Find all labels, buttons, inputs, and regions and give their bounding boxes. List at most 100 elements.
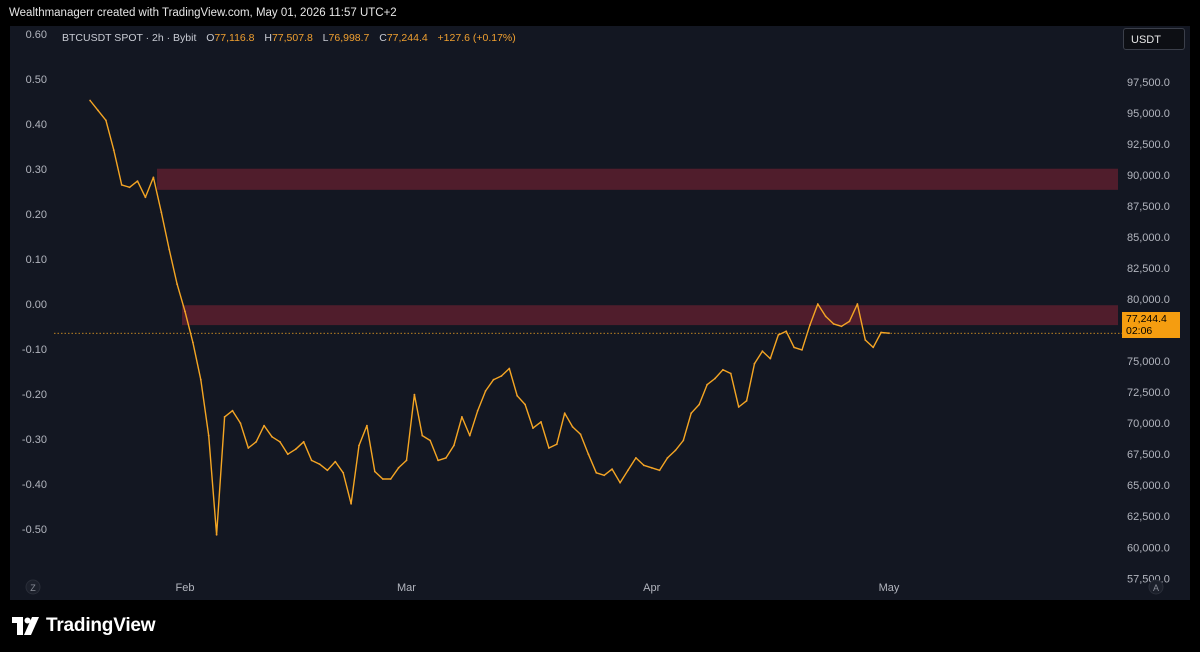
ohlc-legend: BTCUSDT SPOT · 2h · Bybit O77,116.8 H77,… [62, 32, 516, 44]
left-axis: 0.60 0.50 0.40 0.30 0.20 0.10 0.00 -0.10 -0.20 -0… [22, 29, 47, 536]
low-value: 76,998.7 [328, 32, 370, 44]
price-point [168, 248, 171, 251]
price-point [595, 471, 598, 474]
y-tick-label: 97,500.0 [1127, 77, 1170, 89]
x-tick-label: May [879, 582, 900, 594]
price-point [405, 459, 408, 462]
price-series-line [89, 100, 890, 536]
price-point [722, 368, 724, 371]
y2-tick-label: 0.10 [26, 254, 47, 266]
price-point [160, 211, 163, 214]
y2-tick-label: -0.10 [22, 344, 47, 356]
y-tick-label: 95,000.0 [1127, 108, 1170, 120]
price-point [279, 440, 281, 443]
price-point [801, 349, 803, 351]
corner-button-circle [25, 579, 41, 595]
y-tick-label: 72,500.0 [1127, 387, 1170, 399]
high-value: 77,507.8 [271, 32, 313, 44]
y-tick-label: 70,000.0 [1127, 418, 1170, 430]
price-point [761, 350, 764, 353]
y-tick-label: 75,000.0 [1127, 356, 1170, 368]
price-point [682, 439, 685, 442]
price-point [350, 502, 352, 505]
price-point [112, 149, 115, 151]
price-point [286, 453, 289, 456]
price-point [429, 439, 432, 442]
corner-button-label: A [1153, 583, 1159, 593]
y-tick-label: 57,500.0 [1127, 573, 1170, 585]
corner-button-circle [1148, 579, 1164, 595]
price-point [358, 444, 360, 447]
x-tick-label: Feb [176, 582, 195, 594]
y2-tick-label: -0.40 [22, 479, 47, 491]
price-point [207, 434, 210, 437]
price-point [674, 449, 677, 452]
price-point [239, 422, 242, 424]
price-point [611, 468, 613, 470]
price-point [366, 424, 368, 427]
corner-button-left[interactable]: Z [25, 579, 41, 595]
corner-button-right[interactable]: A [1148, 579, 1164, 595]
price-point [627, 469, 629, 472]
price-point [737, 406, 740, 408]
price-point [555, 443, 558, 446]
price-point [373, 470, 376, 473]
price-point [816, 303, 819, 305]
price-point [714, 377, 716, 380]
right-axis: 57,500.0 60,000.0 62,500.0 65,000.0 67,500.0… [1127, 77, 1170, 585]
price-point [524, 403, 526, 406]
price-point [706, 383, 708, 386]
symbol-label[interactable]: BTCUSDT SPOT · 2h · Bybit [62, 32, 197, 44]
price-point [397, 466, 400, 469]
x-tick-label: Apr [643, 582, 660, 594]
y2-tick-label: 0.20 [26, 209, 47, 221]
price-point [484, 390, 487, 392]
price-point [247, 447, 250, 449]
zone-2 [182, 305, 1118, 326]
price-point [120, 184, 123, 186]
price-point [389, 478, 392, 480]
price-point [468, 434, 471, 437]
price-point [421, 434, 424, 437]
price-point [310, 459, 313, 462]
y2-tick-label: -0.30 [22, 434, 47, 446]
price-point [461, 416, 463, 418]
price-point [437, 459, 439, 462]
price-point [97, 109, 99, 112]
y-tick-label: 92,500.0 [1127, 139, 1170, 151]
high-label: H [264, 32, 272, 44]
price-point [650, 466, 653, 469]
y-tick-label: 90,000.0 [1127, 170, 1170, 182]
price-point [571, 426, 574, 428]
tradingview-logo[interactable]: TradingView [12, 615, 156, 637]
price-point [271, 435, 273, 438]
currency-unit-button[interactable]: USDT [1123, 28, 1185, 50]
price-point [199, 378, 202, 381]
y2-tick-label: -0.50 [22, 524, 47, 536]
price-point [223, 416, 226, 418]
price-point [809, 324, 811, 326]
price-point [136, 180, 139, 183]
price-point [105, 119, 107, 122]
price-point [89, 99, 91, 102]
price-point [532, 427, 534, 429]
price-point [698, 403, 701, 406]
price-point [318, 463, 321, 465]
top-bar: Wealthmanagerr created with TradingView.… [0, 0, 1200, 26]
y-tick-label: 87,500.0 [1127, 201, 1170, 213]
price-point [888, 332, 890, 335]
price-point [579, 433, 582, 436]
current-price-label: 77,244.4 02:06 [1122, 312, 1180, 338]
y2-tick-label: 0.40 [26, 119, 47, 131]
price-chart[interactable]: 57,500.0 60,000.0 62,500.0 65,000.0 67,500.0… [10, 26, 1190, 600]
price-point [176, 283, 179, 285]
price-point [793, 346, 795, 349]
price-point [516, 394, 519, 397]
price-point [302, 440, 305, 443]
chart-panel[interactable]: 57,500.0 60,000.0 62,500.0 65,000.0 67,500.0… [10, 26, 1190, 600]
price-point [326, 469, 329, 472]
price-point [619, 481, 621, 484]
price-point [769, 357, 772, 360]
price-point [777, 334, 780, 336]
